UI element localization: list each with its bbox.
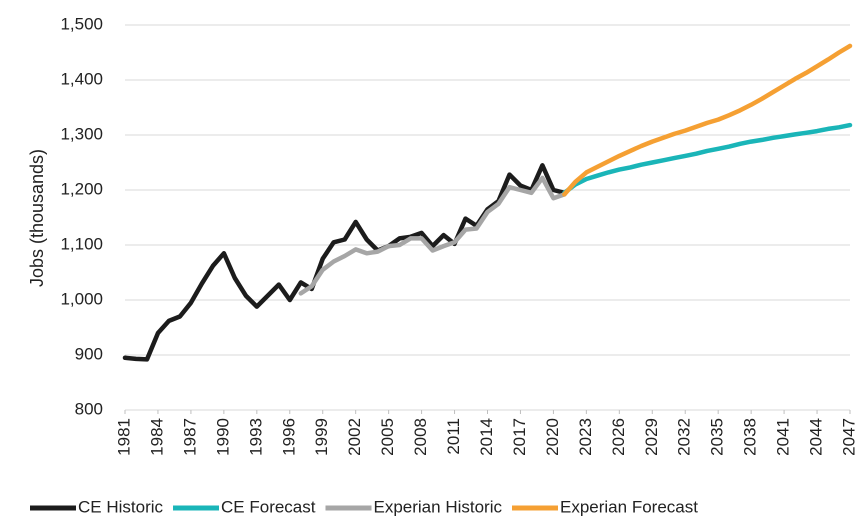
- x-tick-label: 2047: [839, 418, 858, 456]
- x-tick-label: 2026: [609, 418, 628, 456]
- y-axis-label: Jobs (thousands): [27, 149, 47, 287]
- legend-label: CE Historic: [78, 497, 164, 516]
- y-tick-label: 1,100: [60, 234, 103, 253]
- x-tick-label: 2035: [708, 418, 727, 456]
- x-tick-label: 1987: [180, 418, 199, 456]
- x-tick-label: 1984: [147, 418, 166, 456]
- y-tick-label: 1,400: [60, 69, 103, 88]
- x-tick-label: 2011: [444, 418, 463, 455]
- y-tick-label: 1,500: [60, 14, 103, 33]
- x-tick-label: 2005: [378, 418, 397, 456]
- x-tick-label: 2002: [345, 418, 364, 456]
- x-tick-label: 2020: [543, 418, 562, 456]
- series-line: [562, 122, 853, 196]
- legend-label: Experian Forecast: [560, 497, 698, 516]
- x-tick-label: 1993: [246, 418, 265, 456]
- y-tick-label: 1,300: [60, 124, 103, 143]
- x-tick-label: 2041: [774, 418, 793, 456]
- x-tick-label: 2029: [642, 418, 661, 456]
- x-tick-label: 2038: [741, 418, 760, 456]
- x-tick-label: 2014: [477, 418, 496, 456]
- x-tick-label: 1990: [213, 418, 232, 456]
- x-tick-label: 2044: [807, 418, 826, 456]
- x-tick-label: 1981: [114, 418, 133, 456]
- y-tick-label: 800: [75, 399, 103, 418]
- x-tick-label: 1996: [279, 418, 298, 456]
- legend-label: Experian Historic: [374, 497, 503, 516]
- series-line: [562, 43, 853, 197]
- x-tick-label: 1999: [312, 418, 331, 456]
- x-tick-label: 2008: [411, 418, 430, 456]
- y-tick-label: 900: [75, 344, 103, 363]
- x-tick-label: 2023: [576, 418, 595, 456]
- series-line: [298, 175, 567, 296]
- series-line: [122, 163, 567, 362]
- y-tick-label: 1,200: [60, 179, 103, 198]
- x-tick-label: 2017: [510, 418, 529, 456]
- x-tick-label: 2032: [675, 418, 694, 456]
- legend-label: CE Forecast: [221, 497, 316, 516]
- y-tick-label: 1,000: [60, 289, 103, 308]
